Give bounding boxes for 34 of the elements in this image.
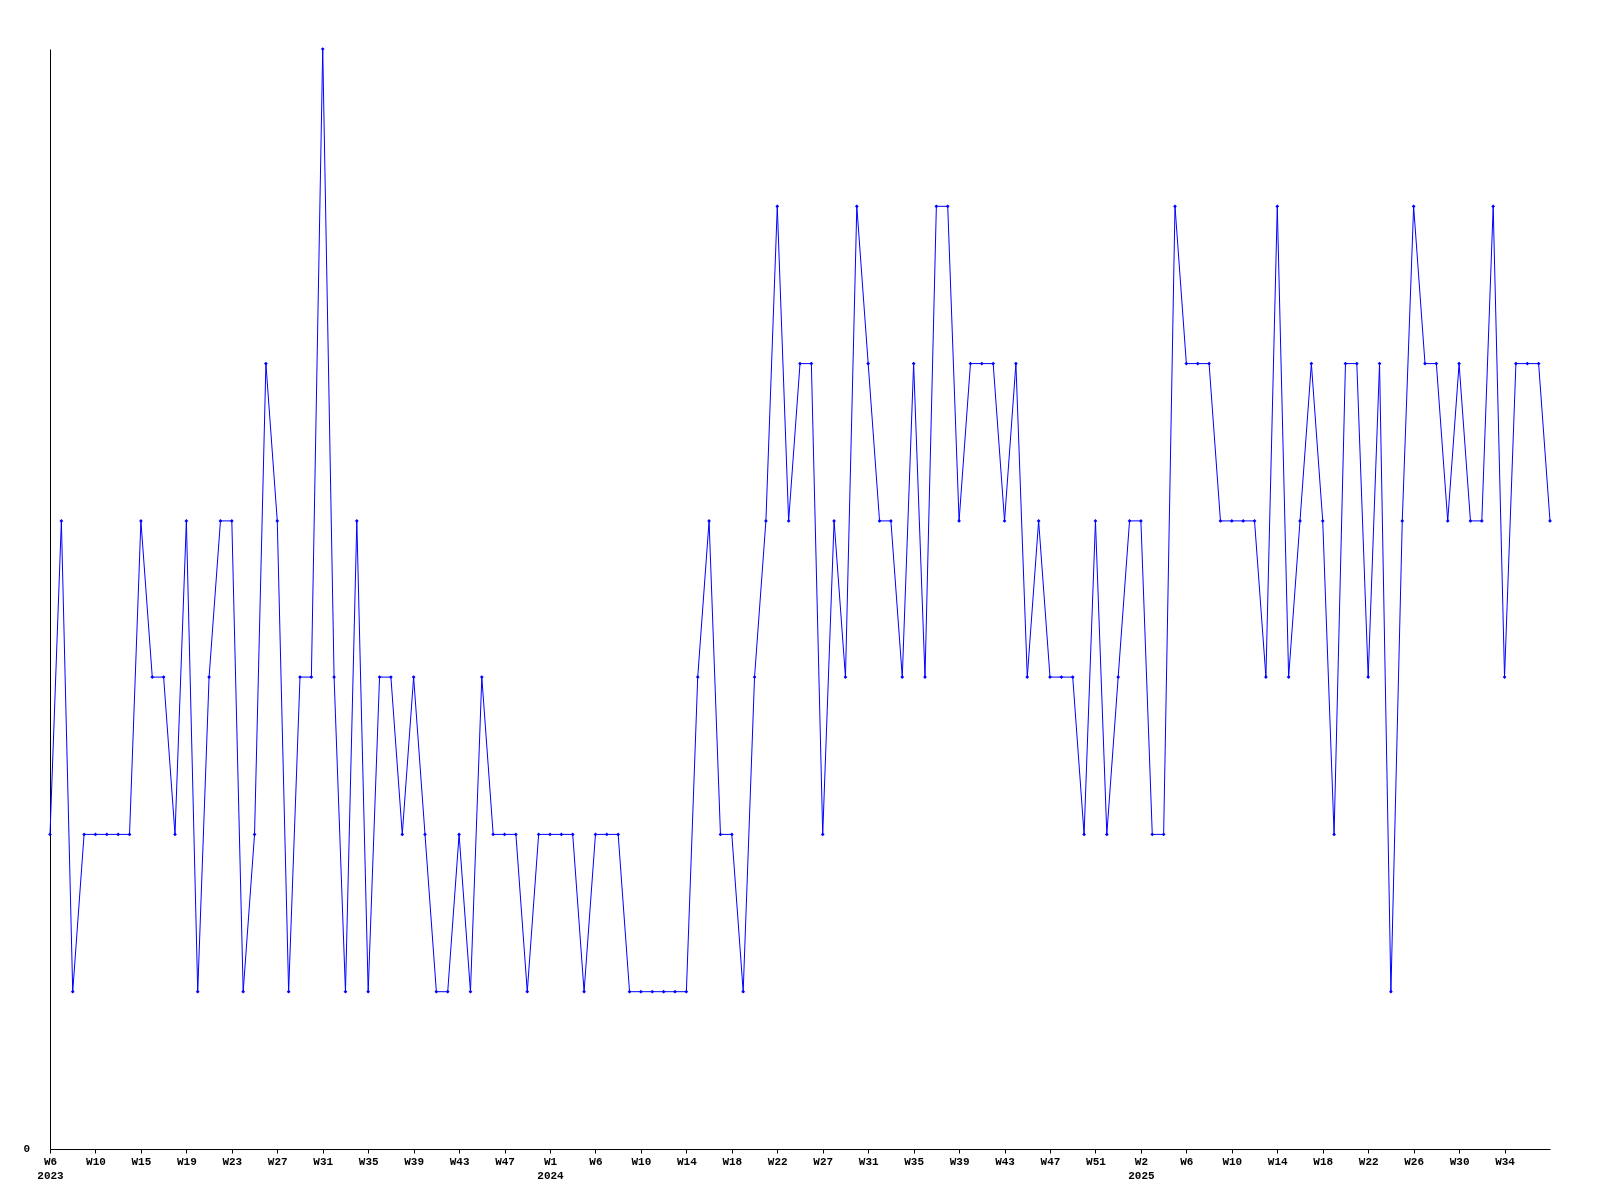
x-tick-label: W43 xyxy=(449,1155,470,1168)
x-tick-label: W10 xyxy=(86,1155,106,1168)
x-tick-label: W27 xyxy=(813,1155,834,1168)
x-tick-label: W6 xyxy=(589,1155,603,1168)
x-tick-label: W47 xyxy=(1040,1155,1061,1168)
x-tick-label: W15 xyxy=(131,1155,152,1168)
x-tick-label: W31 xyxy=(858,1155,879,1168)
x-tick-label: W34 xyxy=(1495,1155,1516,1168)
x-tick-label: W19 xyxy=(176,1155,197,1168)
x-tick-label: W35 xyxy=(358,1155,379,1168)
x-tick-label: W39 xyxy=(404,1155,425,1168)
x-tick-label: W47 xyxy=(495,1155,515,1168)
x-tick-label: W14 xyxy=(1267,1155,1289,1168)
x-tick-label: W35 xyxy=(904,1155,925,1168)
x-tick-label: W23 xyxy=(222,1155,243,1168)
x-tick-label: W18 xyxy=(1313,1155,1334,1168)
x-tick-label: W27 xyxy=(267,1155,288,1168)
x-tick-label: W2 2025 xyxy=(1128,1155,1156,1182)
x-tick-label: W6 xyxy=(1180,1155,1194,1168)
x-tick-label: W6 2023 xyxy=(37,1155,65,1182)
x-tick-label: W1 2024 xyxy=(537,1155,565,1182)
x-tick-label: W18 xyxy=(722,1155,743,1168)
x-tick-label: W22 xyxy=(1358,1155,1379,1168)
x-tick-label: W51 xyxy=(1086,1155,1107,1168)
x-tick-label: W39 xyxy=(949,1155,970,1168)
x-tick-label: W30 xyxy=(1449,1155,1470,1168)
text: 0 xyxy=(23,1143,30,1155)
x-tick-label: W22 xyxy=(767,1155,788,1168)
x-tick-label: W14 xyxy=(676,1155,698,1168)
x-tick-label: W43 xyxy=(995,1155,1016,1168)
x-tick-label: W31 xyxy=(313,1155,334,1168)
x-tick-label: W10 xyxy=(631,1155,652,1168)
x-tick-label: W26 xyxy=(1404,1155,1425,1168)
x-tick-label: W10 xyxy=(1222,1155,1243,1168)
